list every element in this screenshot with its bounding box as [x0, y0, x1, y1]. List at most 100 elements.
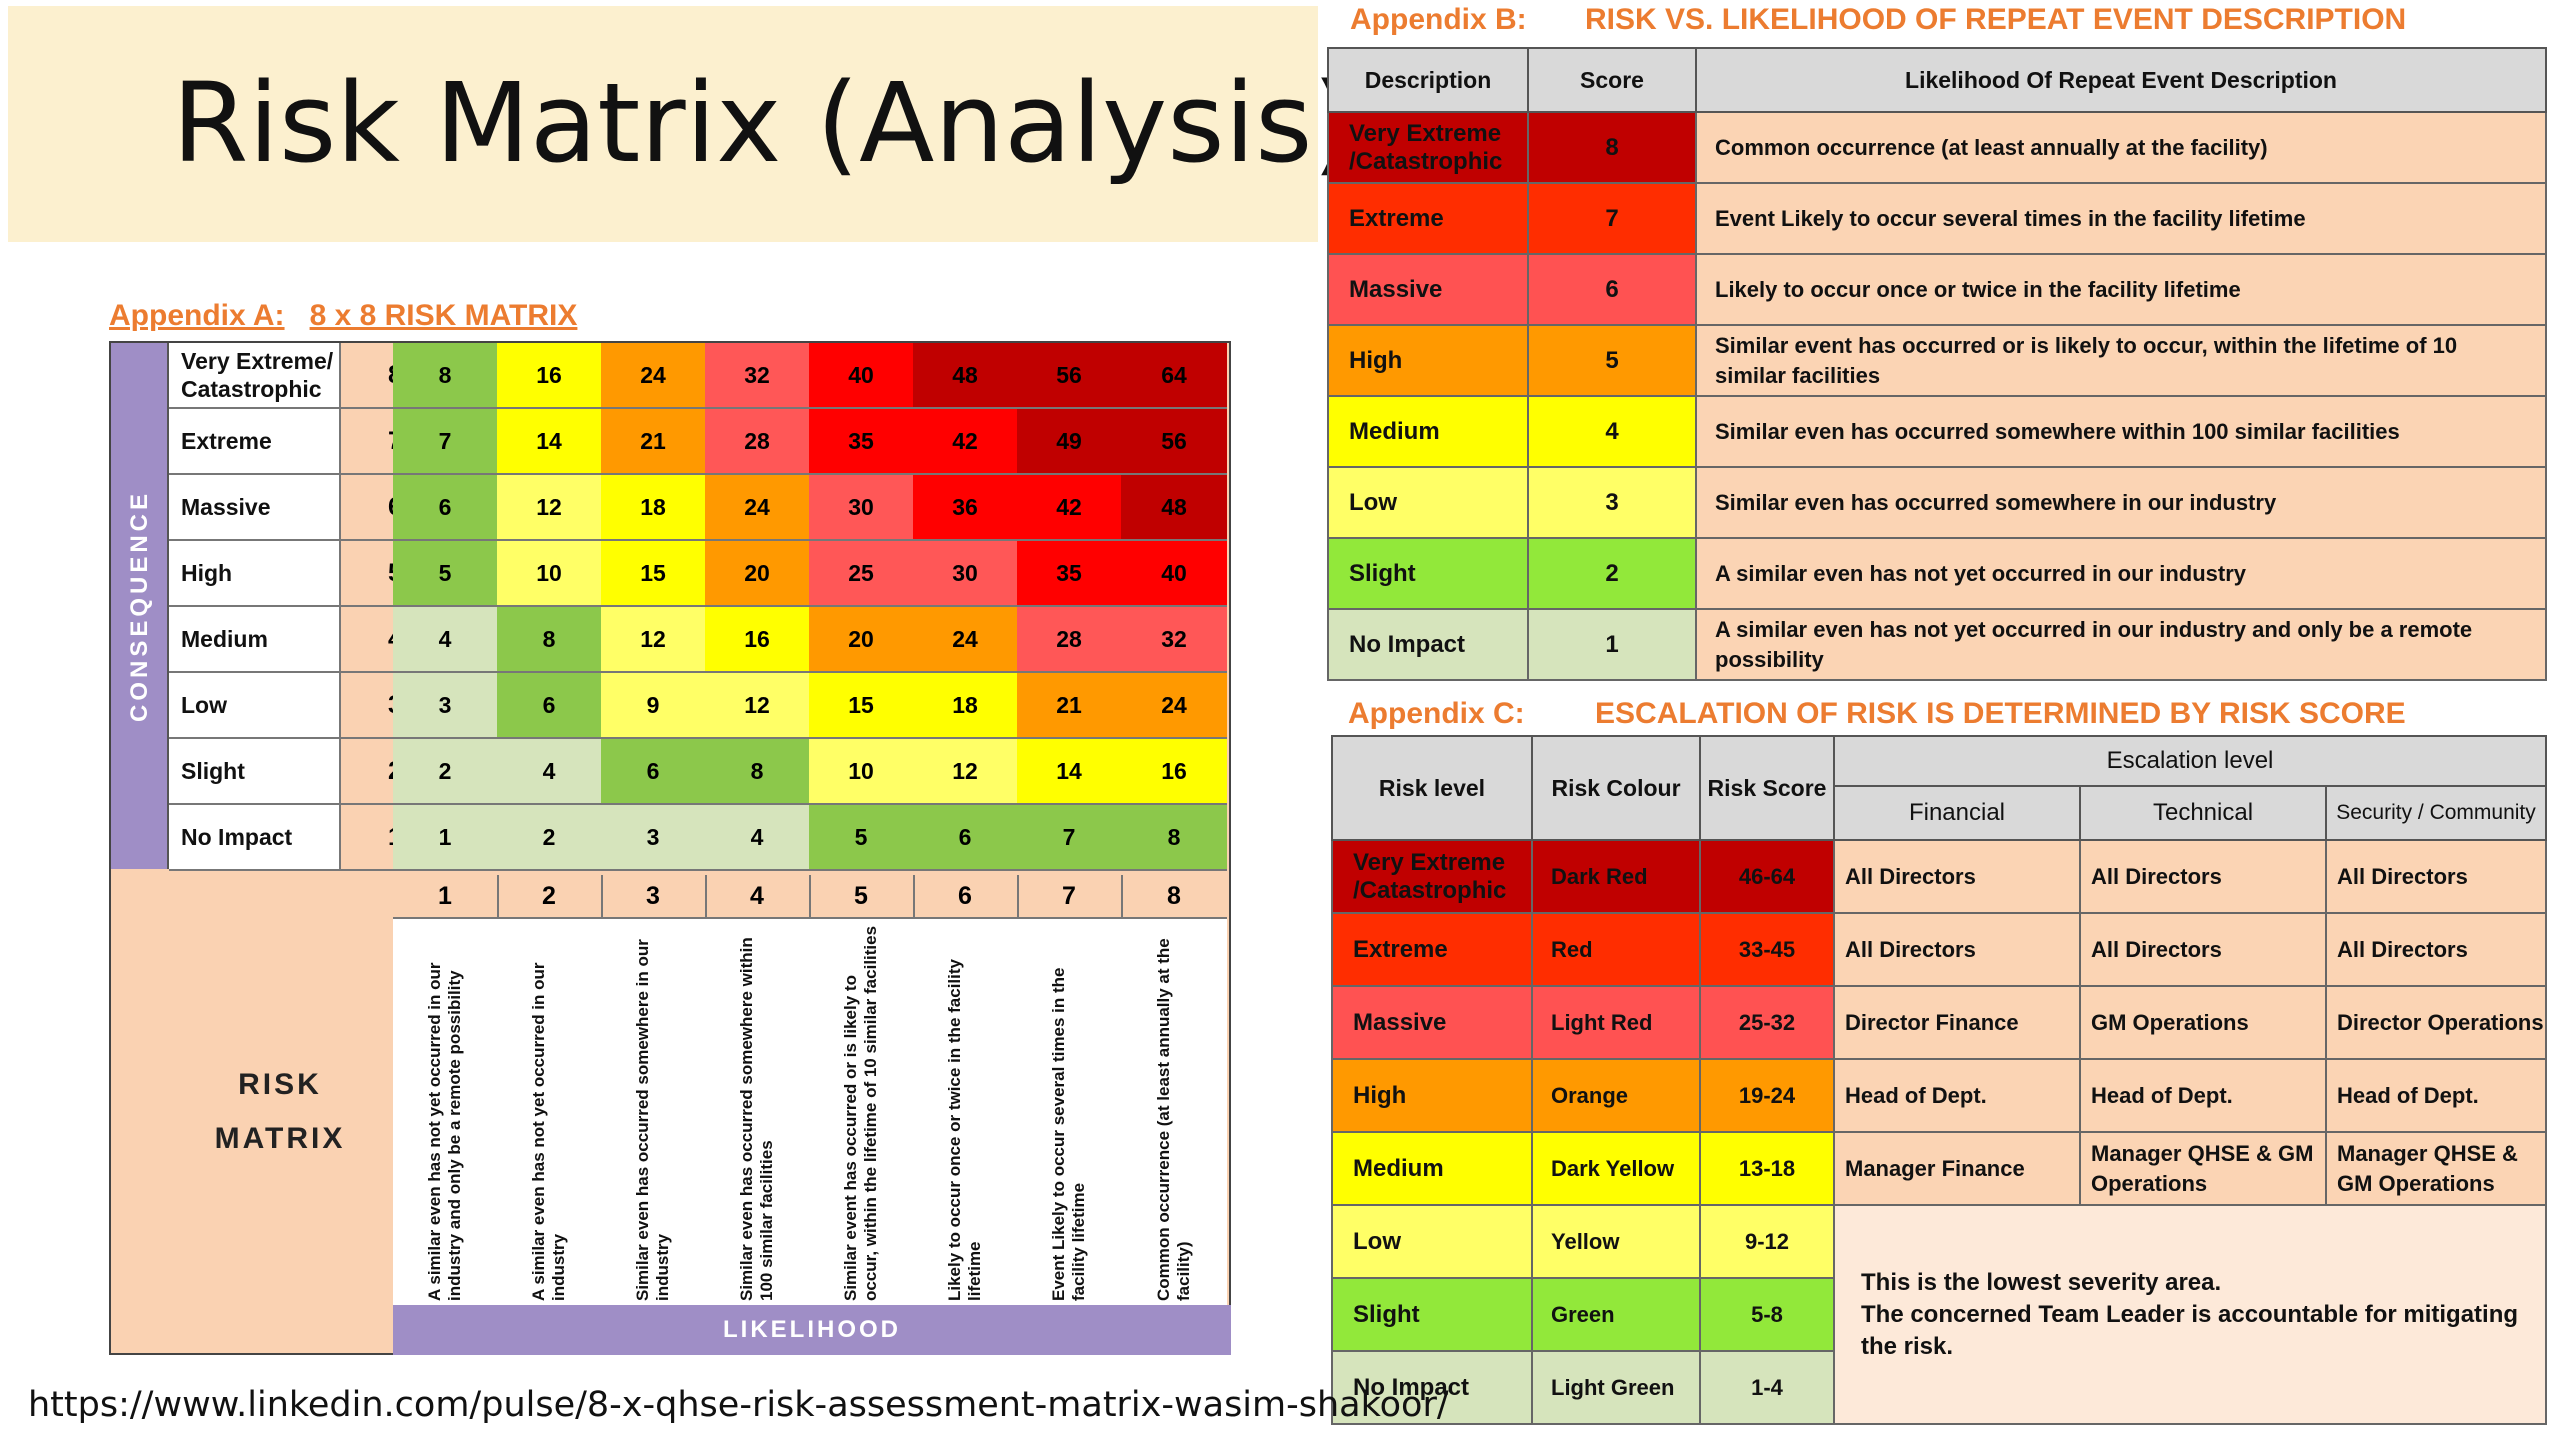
corner-label-line-1: RISK: [238, 1068, 322, 1101]
likelihood-table: Description Score Likelihood Of Repeat E…: [1327, 47, 2547, 681]
risk-score: 19-24: [1699, 1058, 1835, 1133]
risk-level: Low: [1331, 1204, 1533, 1279]
likelihood-row: High 5 Similar event has occurred or is li…: [1327, 324, 2547, 397]
header-technical: Technical: [2079, 785, 2327, 841]
matrix-cell: 40: [809, 343, 915, 409]
matrix-cell: 12: [705, 673, 811, 739]
risk-score: 9-12: [1699, 1204, 1835, 1279]
matrix-cell: 24: [705, 475, 811, 541]
likelihood-description-text: Similar event has occurred or is likely …: [841, 925, 880, 1301]
source-url[interactable]: https://www.linkedin.com/pulse/8-x-qhse-…: [28, 1385, 1449, 1425]
corner-label-line-2: MATRIX: [214, 1122, 346, 1155]
escalation-technical: All Directors: [2079, 912, 2327, 987]
consequence-axis-bar: CONSEQUENCE: [111, 343, 169, 869]
risk-colour: Red: [1531, 912, 1701, 987]
risk-score: 1-4: [1699, 1350, 1835, 1425]
matrix-cell: 6: [913, 805, 1019, 871]
escalation-technical: GM Operations: [2079, 985, 2327, 1060]
likelihood-text: Similar even has occurred somewhere with…: [1695, 395, 2547, 468]
matrix-cell: 30: [913, 541, 1019, 607]
matrix-cell: 16: [497, 343, 603, 409]
likelihood-text: A similar even has not yet occurred in o…: [1695, 537, 2547, 610]
likelihood-score: 7: [1017, 875, 1123, 917]
risk-score: 13-18: [1699, 1131, 1835, 1206]
matrix-cell: 24: [1121, 673, 1227, 739]
likelihood-description: A similar even has not yet occurred in o…: [393, 917, 499, 1307]
likelihood-score: 1: [1527, 608, 1697, 681]
title-band: [8, 6, 1318, 242]
risk-colour: Green: [1531, 1277, 1701, 1352]
escalation-row: Medium Dark Yellow 13-18 Manager Finance Man…: [1331, 1131, 2547, 1206]
risk-score: 5-8: [1699, 1277, 1835, 1352]
consequence-name: No Impact: [169, 805, 341, 869]
likelihood-row: Extreme 7 Event Likely to occur several ti…: [1327, 182, 2547, 255]
matrix-cell: 25: [809, 541, 915, 607]
likelihood-level: High: [1327, 324, 1529, 397]
escalation-technical: Manager QHSE & GM Operations: [2079, 1131, 2327, 1206]
likelihood-description-text: Common occurrence (at least annually at …: [1154, 938, 1193, 1301]
likelihood-score: 8: [1527, 111, 1697, 184]
risk-matrix: CONSEQUENCE Very Extreme/ Catastrophic8E…: [109, 341, 1231, 1355]
likelihood-description-text: Similar even has occurred somewhere in o…: [633, 939, 672, 1301]
appendix-c-heading: ESCALATION OF RISK IS DETERMINED BY RISK…: [1595, 697, 2406, 730]
header-financial: Financial: [1833, 785, 2081, 841]
likelihood-row: Medium 4 Similar even has occurred somewhe…: [1327, 395, 2547, 468]
matrix-cell: 9: [601, 673, 707, 739]
appendix-a-title: Appendix A: 8 x 8 RISK MATRIX: [109, 299, 577, 333]
matrix-cell: 12: [497, 475, 603, 541]
consequence-name: Medium: [169, 607, 341, 671]
escalation-row: Extreme Red 33-45 All Directors All Director…: [1331, 912, 2547, 987]
likelihood-row: Low 3 Similar even has occurred somewhere …: [1327, 466, 2547, 539]
escalation-row: High Orange 19-24 Head of Dept. Head of Dept…: [1331, 1058, 2547, 1133]
likelihood-description: Event Likely to occur several times in t…: [1017, 917, 1123, 1307]
risk-colour: Orange: [1531, 1058, 1701, 1133]
escalation-financial: Manager Finance: [1833, 1131, 2081, 1206]
matrix-cell: 28: [1017, 607, 1123, 673]
matrix-cell: 32: [1121, 607, 1227, 673]
escalation-row: Low Yellow 9-12 This is the lowest severity…: [1331, 1204, 2547, 1425]
matrix-cell: 42: [1017, 475, 1123, 541]
matrix-cell: 10: [497, 541, 603, 607]
matrix-cell: 24: [913, 607, 1019, 673]
likelihood-score: 6: [1527, 253, 1697, 326]
header-risk-score: Risk Score: [1699, 735, 1835, 841]
likelihood-text: Similar event has occurred or is likely …: [1695, 324, 2547, 397]
likelihood-score: 3: [601, 875, 707, 917]
matrix-cell: 21: [1017, 673, 1123, 739]
matrix-cell: 21: [601, 409, 707, 475]
appendix-c-label: Appendix C:: [1348, 697, 1525, 730]
matrix-cell: 5: [393, 541, 499, 607]
slide-title: Risk Matrix (Analysis): [172, 59, 1356, 187]
matrix-cell: 4: [393, 607, 499, 673]
risk-level: No Impact: [1331, 1350, 1533, 1425]
likelihood-score: 7: [1527, 182, 1697, 255]
matrix-cell: 18: [601, 475, 707, 541]
appendix-b-heading: RISK VS. LIKELIHOOD OF REPEAT EVENT DESC…: [1585, 3, 2407, 36]
escalation-security: All Directors: [2325, 839, 2547, 914]
header-security-community: Security / Community: [2325, 785, 2547, 841]
matrix-cell: 7: [393, 409, 499, 475]
appendix-a-heading: 8 x 8 RISK MATRIX: [309, 299, 578, 332]
likelihood-axis-label: LIKELIHOOD: [393, 1305, 1231, 1355]
matrix-cell: 6: [393, 475, 499, 541]
matrix-cell: 48: [913, 343, 1019, 409]
matrix-cell: 2: [497, 805, 603, 871]
matrix-cell: 56: [1121, 409, 1227, 475]
escalation-row: Very Extreme /Catastrophic Dark Red 46-64 A…: [1331, 839, 2547, 914]
escalation-financial: All Directors: [1833, 912, 2081, 987]
escalation-row: Massive Light Red 25-32 Director Finance GM …: [1331, 985, 2547, 1060]
matrix-cell: 5: [809, 805, 915, 871]
matrix-cell: 20: [809, 607, 915, 673]
escalation-financial: Head of Dept.: [1833, 1058, 2081, 1133]
likelihood-row: Slight 2 A similar even has not yet occurr…: [1327, 537, 2547, 610]
matrix-cell: 12: [913, 739, 1019, 805]
matrix-cell: 40: [1121, 541, 1227, 607]
likelihood-text: Common occurrence (at least annually at …: [1695, 111, 2547, 184]
matrix-cell: 16: [705, 607, 811, 673]
header-likelihood-description: Likelihood Of Repeat Event Description: [1695, 47, 2547, 113]
likelihood-level: Medium: [1327, 395, 1529, 468]
escalation-security: Director Operations: [2325, 985, 2547, 1060]
matrix-cell: 14: [497, 409, 603, 475]
matrix-cell: 24: [601, 343, 707, 409]
risk-level: Very Extreme /Catastrophic: [1331, 839, 1533, 914]
